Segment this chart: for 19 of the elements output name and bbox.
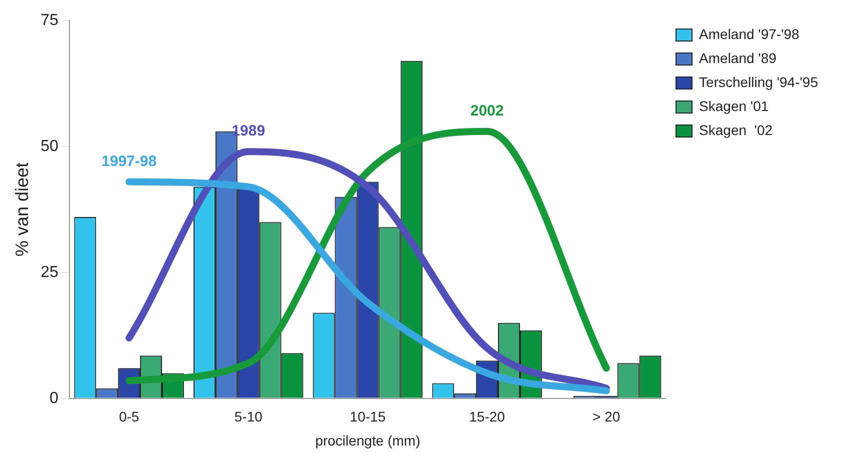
legend-label: Skagen '01 — [699, 98, 769, 114]
legend-label: Terschelling '94-'95 — [699, 74, 818, 90]
y-tick-label: 50 — [40, 138, 58, 155]
x-tick-label: 10-15 — [350, 408, 386, 425]
y-tick-label: 75 — [40, 12, 58, 30]
series-label: 1997-98 — [102, 152, 157, 170]
x-axis-title: procilengte (mm) — [315, 432, 420, 448]
y-axis-title: % van dieet — [12, 162, 32, 257]
legend-label: Ameland '97-'98 — [699, 26, 800, 42]
y-tick-label: 0 — [49, 390, 58, 407]
x-tick-label: 0-5 — [118, 408, 140, 425]
x-tick-label: > 20 — [592, 408, 620, 425]
y-tick-label: 25 — [40, 264, 58, 281]
legend-label: Skagen '02 — [699, 122, 773, 138]
series-label: 2002 — [470, 102, 504, 120]
series-label: 1989 — [232, 122, 266, 140]
x-tick-label: 15-20 — [469, 408, 506, 425]
legend-label: Ameland '89 — [699, 50, 777, 66]
x-tick-label: 5-10 — [234, 408, 263, 425]
